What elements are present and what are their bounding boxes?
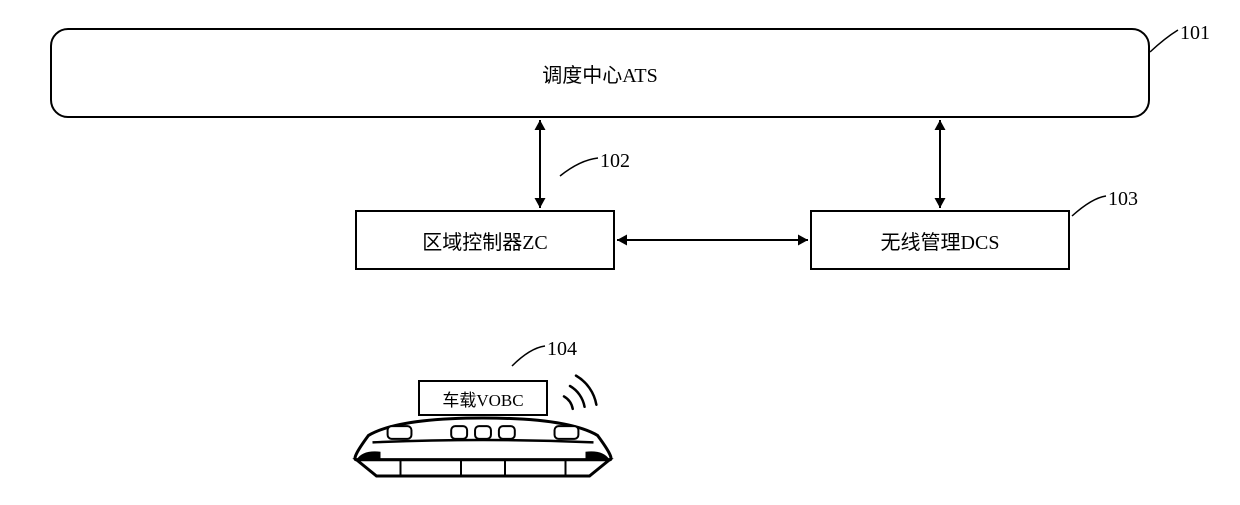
ref-label-103: 103 [1108,188,1138,211]
node-zc-label: 区域控制器ZC [422,226,548,255]
ref-label-102: 102 [600,150,630,173]
node-vobc: 车载VOBC [418,380,548,416]
ref-label-101: 101 [1180,22,1210,45]
node-zc: 区域控制器ZC [355,210,615,270]
node-dcs: 无线管理DCS [810,210,1070,270]
node-ats: 调度中心ATS [50,28,1150,118]
node-vobc-label: 车载VOBC [442,386,523,411]
node-ats-label: 调度中心ATS [542,59,658,88]
ref-label-104: 104 [547,338,577,361]
diagram-canvas: 调度中心ATS 区域控制器ZC 无线管理DCS 车载VOBC 101 102 1… [0,0,1240,505]
node-dcs-label: 无线管理DCS [881,226,1000,255]
